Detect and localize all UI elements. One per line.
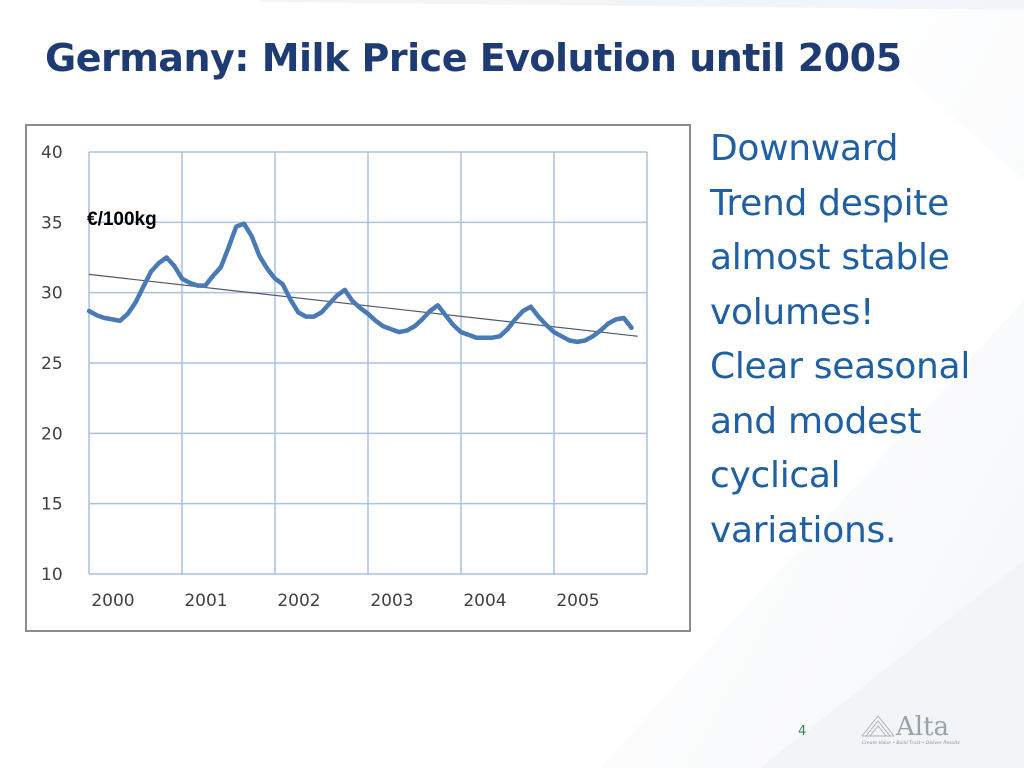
x-tick-label: 2005 (556, 591, 599, 611)
side-text-line: cyclical (710, 455, 841, 496)
milk-price-chart: 10 15 20 25 30 35 40 2000 2001 2002 2003 2004 2005 (41, 143, 648, 611)
y-tick-label: 40 (41, 143, 63, 163)
alta-logo: Alta Create Value • Build Trust • Delive… (861, 712, 960, 746)
x-tick-label: 2001 (184, 591, 227, 611)
x-tick-label: 2003 (370, 591, 413, 611)
x-tick-label: 2004 (463, 591, 506, 611)
mountain-logo-icon (861, 715, 895, 737)
y-unit-label: €/100kg (87, 209, 157, 230)
logo-tagline: Create Value • Build Trust • Deliver Res… (862, 740, 960, 746)
x-tick-label: 2002 (277, 591, 320, 611)
y-tick-label: 15 (41, 495, 63, 515)
side-text-line: Trend despite (710, 182, 949, 224)
page-title: Germany: Milk Price Evolution until 2005 (45, 36, 902, 80)
y-tick-label: 20 (41, 424, 63, 444)
y-tick-label: 25 (41, 354, 63, 374)
y-tick-label: 30 (41, 284, 63, 304)
side-text-line: almost stable (710, 237, 950, 278)
y-tick-label: 10 (41, 565, 63, 585)
y-tick-label: 35 (41, 213, 63, 233)
side-text-line: Downward (710, 128, 899, 169)
logo-wordmark: Alta (895, 712, 949, 742)
side-text-line: and modest (710, 400, 922, 442)
chart-frame: 10 15 20 25 30 35 40 2000 2001 2002 2003 2004 2005 €… (25, 124, 691, 632)
page-number: 4 (798, 724, 807, 739)
side-text-line: volumes! (710, 291, 875, 333)
side-text-line: variations. (710, 509, 897, 551)
series-line-milk-price (86, 221, 634, 345)
side-commentary: Downward Trend despite almost stable volume… (710, 122, 1010, 558)
trend-line (88, 273, 638, 337)
x-tick-label: 2000 (91, 591, 134, 611)
side-text-line: Clear seasonal (710, 346, 971, 387)
